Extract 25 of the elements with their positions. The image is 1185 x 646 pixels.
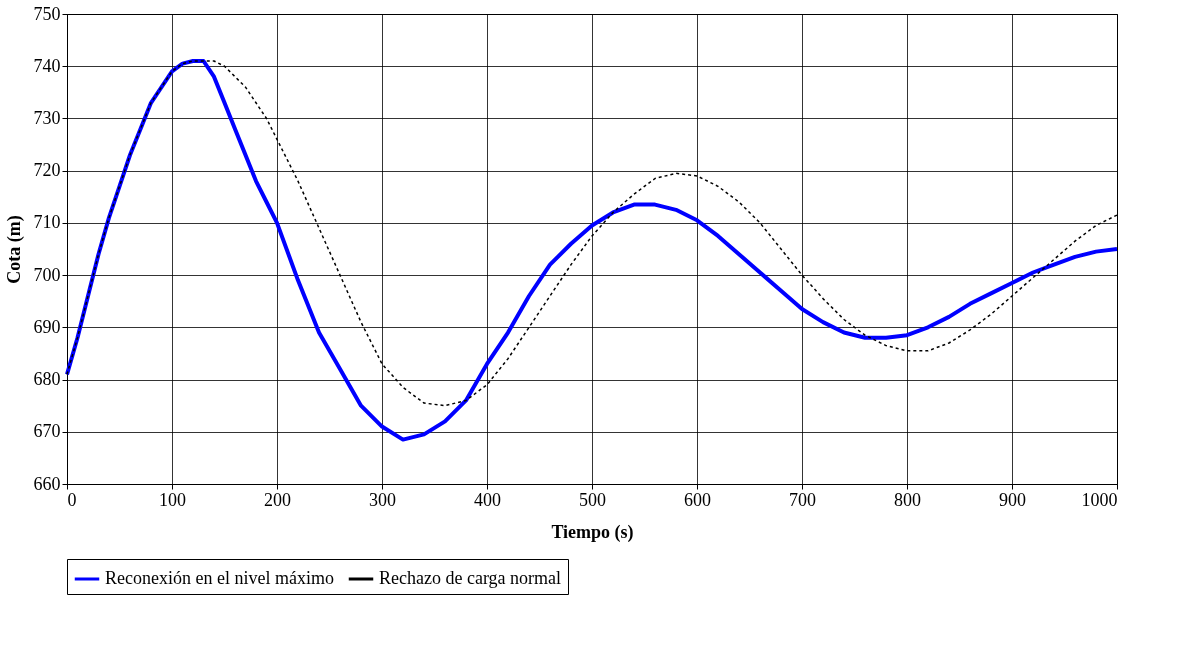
x-axis-title: Tiempo (s) bbox=[551, 521, 634, 543]
x-tick-label: 800 bbox=[894, 489, 921, 510]
y-tick-label: 720 bbox=[33, 160, 61, 181]
x-tick-label: 600 bbox=[684, 489, 711, 510]
legend-label: Reconexión en el nivel máximo bbox=[105, 568, 334, 588]
x-tick-label: 400 bbox=[474, 489, 501, 510]
y-tick-label: 670 bbox=[33, 421, 61, 442]
y-tick-label: 680 bbox=[33, 369, 61, 390]
x-tick-label: 0 bbox=[67, 489, 77, 510]
y-tick-label: 690 bbox=[33, 316, 61, 337]
x-tick-label: 100 bbox=[159, 489, 186, 510]
x-tick-label: 300 bbox=[369, 489, 396, 510]
x-tick-label: 200 bbox=[264, 489, 291, 510]
y-tick-label: 700 bbox=[33, 264, 61, 285]
legend-label: Rechazo de carga normal bbox=[379, 568, 562, 588]
y-tick-label: 710 bbox=[33, 212, 61, 233]
y-tick-label: 730 bbox=[33, 107, 61, 128]
y-tick-label: 660 bbox=[33, 473, 61, 494]
x-tick-label: 1000 bbox=[1081, 489, 1118, 510]
x-tick-label: 900 bbox=[999, 489, 1026, 510]
x-tick-label: 500 bbox=[579, 489, 606, 510]
y-tick-label: 740 bbox=[33, 55, 61, 76]
y-tick-label: 750 bbox=[33, 3, 61, 24]
y-axis-title: Cota (m) bbox=[3, 215, 25, 284]
x-tick-label: 700 bbox=[789, 489, 816, 510]
